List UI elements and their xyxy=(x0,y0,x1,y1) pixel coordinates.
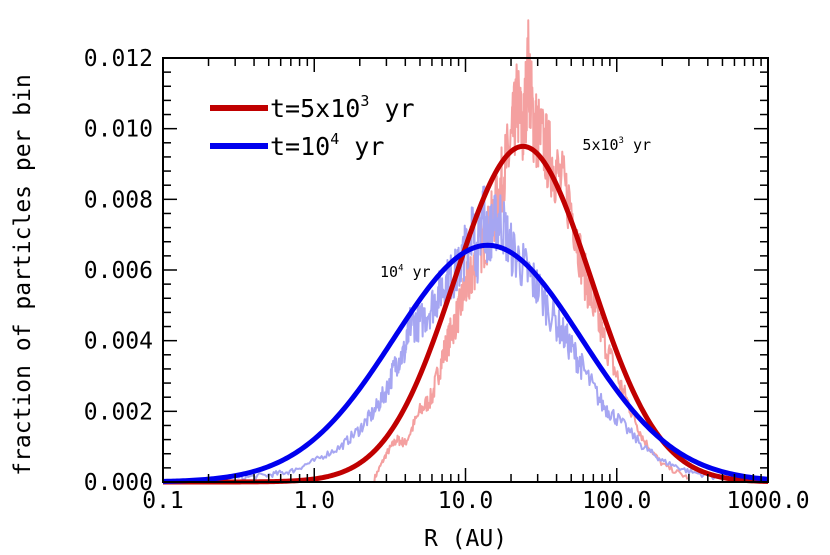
y-tick-label: 0.012 xyxy=(84,46,153,72)
y-tick-label: 0.002 xyxy=(84,399,153,425)
fit-series-0 xyxy=(162,143,769,485)
noise-layer xyxy=(234,19,722,482)
y-tick-label: 0.010 xyxy=(84,117,153,143)
y-axis-label: fraction of particles per bin xyxy=(10,74,36,476)
legend: t=5x103 yr t=104 yr xyxy=(210,92,415,161)
y-tick-label: 0.004 xyxy=(84,329,153,355)
legend-label: t=5x103 yr xyxy=(270,92,415,123)
noise-series-1 xyxy=(234,185,722,482)
x-tick-label: 0.1 xyxy=(142,488,184,514)
y-tick-label: 0.000 xyxy=(84,470,153,496)
y-tick-label: 0.006 xyxy=(84,258,153,284)
x-tick-label: 1.0 xyxy=(293,488,335,514)
fit-layer xyxy=(162,143,769,485)
plot-frame xyxy=(162,57,769,483)
x-tick-label: 1000.0 xyxy=(726,488,809,514)
x-axis-label: R (AU) xyxy=(424,526,507,552)
x-tick-label: 10.0 xyxy=(438,488,493,514)
tick-layer xyxy=(162,57,768,483)
fit-series-1 xyxy=(162,242,769,484)
y-tick-label: 0.008 xyxy=(84,187,153,213)
noise-series-0 xyxy=(373,19,689,482)
label-layer: 0.1 1.0 10.0 100.0 1000.0 0.000 0.002 0.004 0.00… xyxy=(10,46,810,552)
legend-label: t=104 yr xyxy=(270,130,384,161)
annotation-label: 5x103 yr xyxy=(582,136,651,154)
x-tick-label: 100.0 xyxy=(582,488,651,514)
annotation-label: 104 yr xyxy=(380,263,431,281)
